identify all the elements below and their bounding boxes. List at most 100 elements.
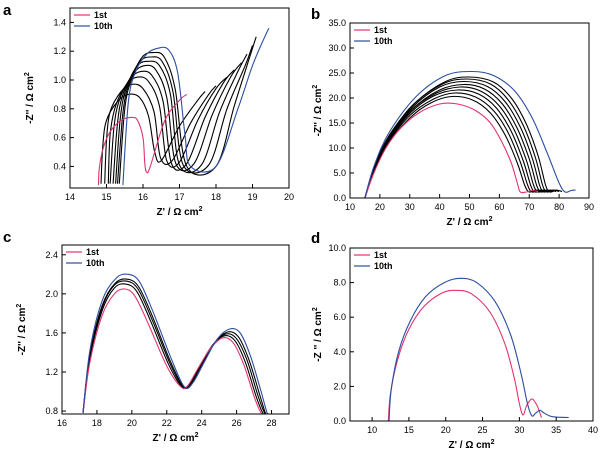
x-tick-label: 80 [554,202,564,212]
series-line-1st [82,288,265,414]
series-line-cycle-4 [107,76,228,184]
x-tick-label: 19 [247,192,257,202]
series-line-1st [364,102,539,198]
plot-frame [349,247,594,422]
series-line-10th [364,70,576,198]
x-tick-label: 20 [284,192,294,202]
y-tick-label: 20.0 [328,93,346,103]
series-line-cycle-9 [118,36,257,184]
x-tick-label: 15 [101,192,111,202]
x-tick-label: 18 [92,418,102,428]
y-tick-label: 25.0 [328,68,346,78]
y-tick-label: 15.0 [328,118,346,128]
x-tick-label: 40 [435,202,445,212]
series-line-1st [97,93,188,186]
y-tick-label: 0.0 [333,416,346,426]
x-tick-label: 30 [405,202,415,212]
x-tick-label: 30 [514,425,524,435]
y-tick-label: 10.0 [328,143,346,153]
series-line-cycle-8 [116,45,254,184]
x-tick-label: 18 [211,192,221,202]
y-tick-label: 2.0 [45,289,58,299]
series-line-10th [122,27,270,186]
panel-letter-a: a [3,2,12,19]
x-tick-label: 16 [57,418,67,428]
y-tick-label: 0.0 [333,193,346,203]
y-axis-title: -Z'' / Ω cm2 [312,85,324,137]
y-tick-label: 1.2 [53,46,66,56]
x-tick-label: 20 [441,425,451,435]
y-tick-label: 8.0 [333,278,346,288]
x-tick-label: 14 [65,192,75,202]
x-tick-label: 90 [584,202,594,212]
y-tick-label: 1.0 [53,75,66,85]
y-tick-label: 4.0 [333,347,346,357]
legend-label: 10th [86,258,105,268]
legend-label: 1st [374,25,387,35]
x-tick-label: 25 [478,425,488,435]
series-group [387,277,569,421]
x-axis-title: Z' / Ω cm2 [157,206,203,218]
x-axis-title: Z' / Ω cm2 [447,216,493,228]
chart-panel-a: 14 15 16 17 18 19 20 0.4 0.6 0.8 1.0 1.2 1.4 Z' / Ω c… [24,7,294,218]
series-line-cycle-6 [364,83,554,198]
x-tick-label: 10 [367,425,377,435]
series-line-cycle-6 [112,62,242,184]
panel-letter-c: c [3,229,11,246]
y-tick-label: 6.0 [333,312,346,322]
y-tick-label: 1.2 [45,367,58,377]
x-tick-label: 17 [174,192,184,202]
x-tick-label: 15 [404,425,414,435]
y-axis-title: -Z'' / Ω cm2 [24,72,36,124]
y-tick-label: 1.4 [53,17,66,27]
series-line-cycle-9 [364,76,563,198]
y-tick-label: 0.8 [53,104,66,114]
y-axis-title: -Z '' / Ω cm2 [312,307,324,362]
y-tick-label: 5.0 [333,168,346,178]
y-tick-label: 35.0 [328,18,346,28]
x-tick-label: 24 [197,418,207,428]
series-line-cycle-2 [100,91,206,184]
chart-panel-d: 10 15 20 25 30 35 40 0.0 2.0 4.0 6.0 8.0 10.0 Z' / Ω … [312,243,598,450]
legend-label: 10th [374,36,393,46]
x-tick-label: 35 [551,425,561,435]
series-line-10th [388,277,569,421]
plot-frame [69,7,290,189]
chart-panel-b: 10 20 30 40 50 60 70 80 90 0.0 5.0 10.0 15.0 20.0 25.0… [312,18,594,228]
series-group [82,273,271,414]
series-line-cycle-2 [82,283,267,414]
series-line-cycle-7 [364,80,557,198]
series-line-1st [387,289,543,421]
y-tick-label: 0.6 [53,133,66,143]
x-tick-label: 10 [345,202,355,212]
legend-label: 1st [374,250,387,260]
panel-letter-d: d [311,230,320,247]
series-line-cycle-7 [115,53,248,184]
y-tick-label: 0.4 [53,161,66,171]
y-tick-label: 2.4 [45,250,58,260]
y-axis-title: -Z'' / Ω cm2 [16,304,28,356]
panel-letter-b: b [311,6,320,23]
y-tick-label: 10.0 [328,243,346,253]
x-tick-label: 20 [127,418,137,428]
legend-label: 1st [94,10,107,20]
x-axis-title: Z' / Ω cm2 [449,439,495,450]
y-tick-label: 2.0 [333,381,346,391]
series-line-cycle-3 [364,92,545,198]
y-tick-label: 0.8 [45,406,58,416]
chart-panel-c: 16 18 20 22 24 26 28 0.8 1.2 1.6 2.0 2.4 Z' / Ω cm2 -… [16,244,290,444]
x-tick-label: 40 [588,425,598,435]
x-tick-label: 50 [464,202,474,212]
x-tick-label: 16 [138,192,148,202]
legend-label: 10th [374,261,393,271]
x-tick-label: 70 [524,202,534,212]
series-line-cycle-4 [364,89,548,198]
legend-label: 1st [86,247,99,257]
series-group [364,70,576,198]
plot-frame [61,244,290,415]
legend-label: 10th [94,21,113,31]
plot-frame [349,22,590,199]
x-tick-label: 22 [162,418,172,428]
series-line-cycle-5 [109,69,235,184]
